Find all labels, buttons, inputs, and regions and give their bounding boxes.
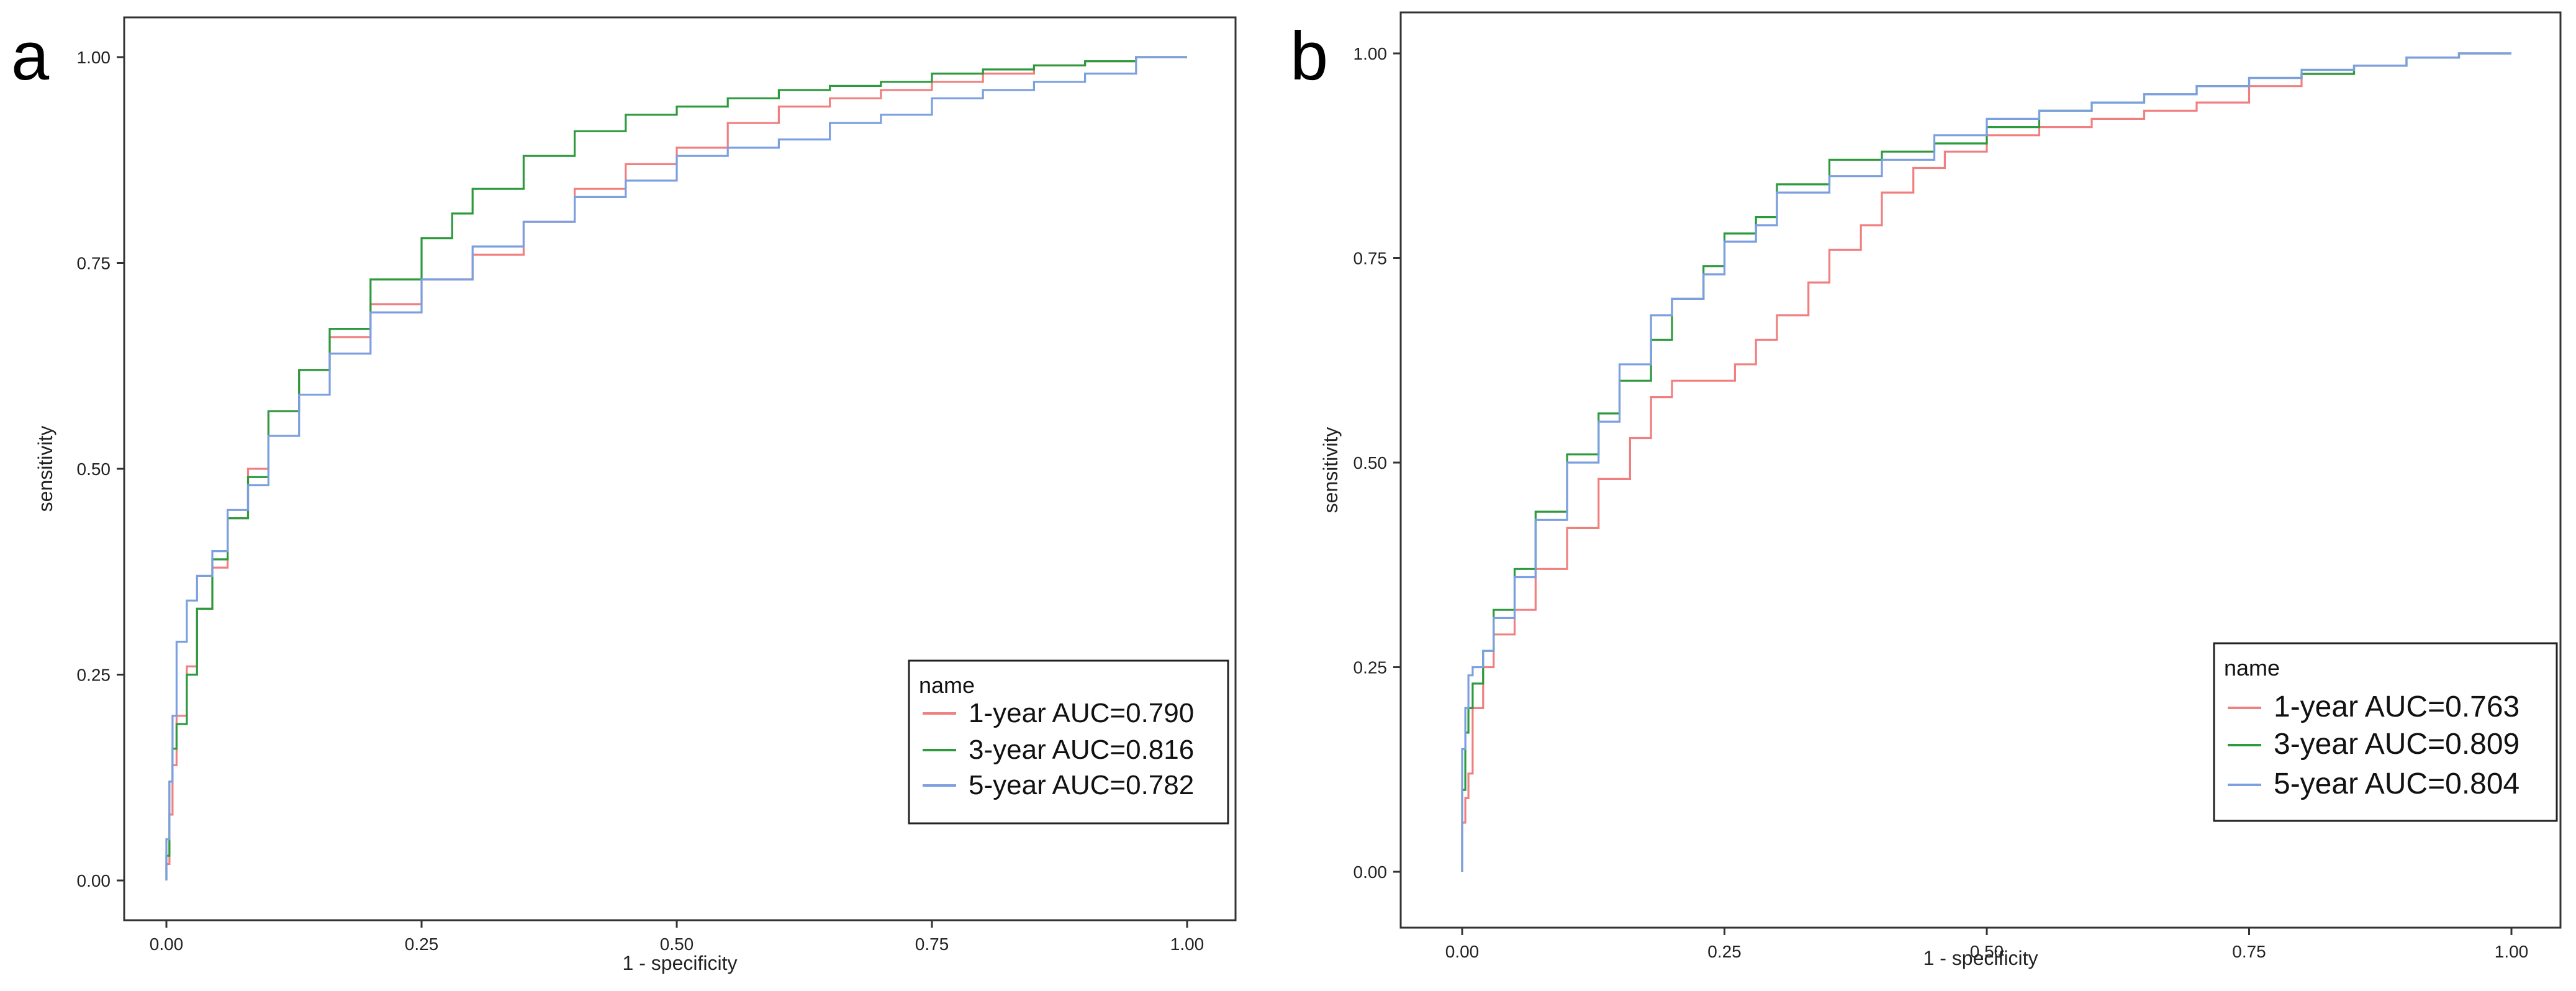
- y-tick-label-b: 0.00: [1354, 862, 1388, 882]
- x-tick-label-a: 0.00: [150, 934, 184, 954]
- y-tick-label-a: 0.75: [77, 254, 111, 273]
- legend-label-a-1: 1-year AUC=0.790: [969, 698, 1194, 728]
- x-tick-label-a: 0.25: [405, 934, 439, 954]
- roc-panel-a: 0.00 0.25 0.50 0.75 1.00 0.00 0.25 0.50 0.75 1.00…: [34, 16, 1237, 974]
- legend-box-b: [2213, 642, 2558, 822]
- x-tick-label-b: 0.75: [2232, 942, 2266, 961]
- x-tick-label-a: 0.50: [660, 934, 694, 954]
- y-tick-label-a: 1.00: [77, 48, 111, 67]
- x-axis-label-a: 1 - specificity: [623, 952, 738, 974]
- legend-title-b: name: [2224, 655, 2280, 681]
- roc-curve-a-3: [165, 56, 1187, 880]
- x-tick-label-b: 1.00: [2495, 942, 2529, 961]
- y-axis-label-a: sensitivity: [34, 426, 56, 512]
- x-tick-label-b: 0.00: [1445, 942, 1480, 961]
- y-tick-label-b: 1.00: [1354, 44, 1388, 63]
- roc-curve-b-3: [1461, 52, 2511, 872]
- legend-box-a: [908, 659, 1229, 825]
- y-axis-label-b: sensitivity: [1319, 427, 1342, 514]
- legend-label-b-1: 1-year AUC=0.763: [2274, 690, 2520, 723]
- x-tick-label-a: 1.00: [1170, 934, 1204, 954]
- y-tick-label-a: 0.00: [77, 871, 111, 890]
- x-tick-label-b: 0.50: [1970, 942, 2004, 961]
- y-tick-label-b: 0.75: [1354, 249, 1388, 268]
- y-tick-label-b: 0.25: [1354, 658, 1388, 677]
- panel-letter-b: b: [1290, 18, 1328, 94]
- x-tick-label-a: 0.75: [915, 934, 949, 954]
- roc-panel-b: 0.00 0.25 0.50 0.75 1.00 0.00 0.25 0.50 0.75 1.00…: [1319, 11, 2562, 969]
- legend-label-b-2: 3-year AUC=0.809: [2274, 728, 2520, 761]
- y-tick-label-a: 0.25: [77, 666, 111, 685]
- legend-label-a-2: 3-year AUC=0.816: [969, 735, 1194, 765]
- legend-label-a-3: 5-year AUC=0.782: [969, 770, 1194, 800]
- y-tick-label-a: 0.50: [77, 459, 111, 479]
- roc-curve-a-2: [165, 56, 1187, 880]
- legend-label-b-3: 5-year AUC=0.804: [2274, 767, 2520, 800]
- y-tick-label-b: 0.50: [1354, 453, 1388, 473]
- panel-letter-a: a: [11, 18, 50, 94]
- x-tick-label-b: 0.25: [1707, 942, 1742, 961]
- legend-title-a: name: [919, 672, 975, 698]
- x-axis-label-b: 1 - specificity: [1923, 947, 2038, 969]
